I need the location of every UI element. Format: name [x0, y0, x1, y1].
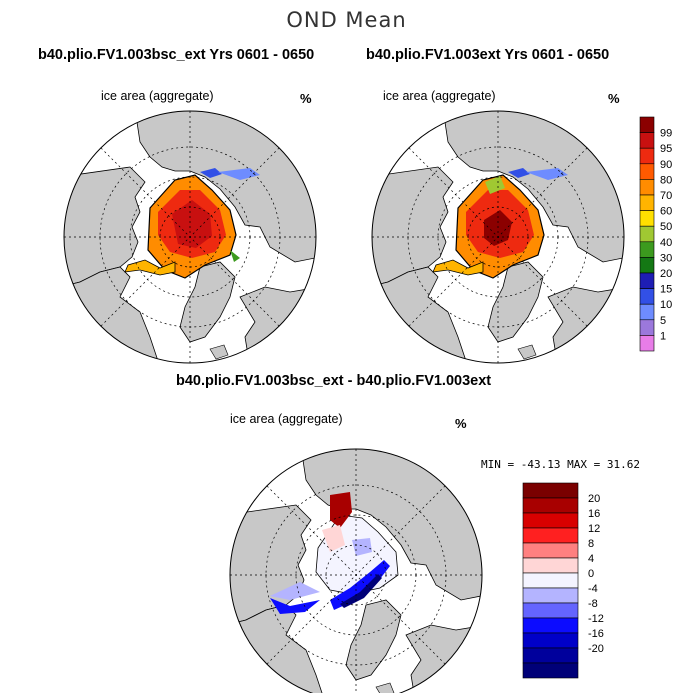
min-max-readout: MIN = -43.13 MAX = 31.62 — [481, 458, 640, 471]
diff-map — [229, 448, 483, 693]
right-sea-ice-field — [432, 168, 568, 279]
right-units-label: % — [608, 91, 620, 106]
left-panel-title: b40.plio.FV1.003bsc_ext Yrs 0601 - 0650 — [38, 47, 315, 63]
diff-field — [270, 492, 399, 614]
figure-title: OND Mean — [286, 8, 407, 32]
left-map — [63, 110, 317, 364]
diff-variable-label: ice area (aggregate) — [230, 412, 343, 426]
right-variable-label: ice area (aggregate) — [383, 89, 496, 103]
diff-units-label: % — [455, 416, 467, 431]
right-panel-title: b40.plio.FV1.003ext Yrs 0601 - 0650 — [366, 47, 610, 63]
left-units-label: % — [300, 91, 312, 106]
diff-panel-title: b40.plio.FV1.003bsc_ext - b40.plio.FV1.0… — [176, 373, 492, 389]
left-variable-label: ice area (aggregate) — [101, 89, 214, 103]
left-sea-ice-field — [124, 168, 260, 279]
right-map — [371, 110, 625, 364]
